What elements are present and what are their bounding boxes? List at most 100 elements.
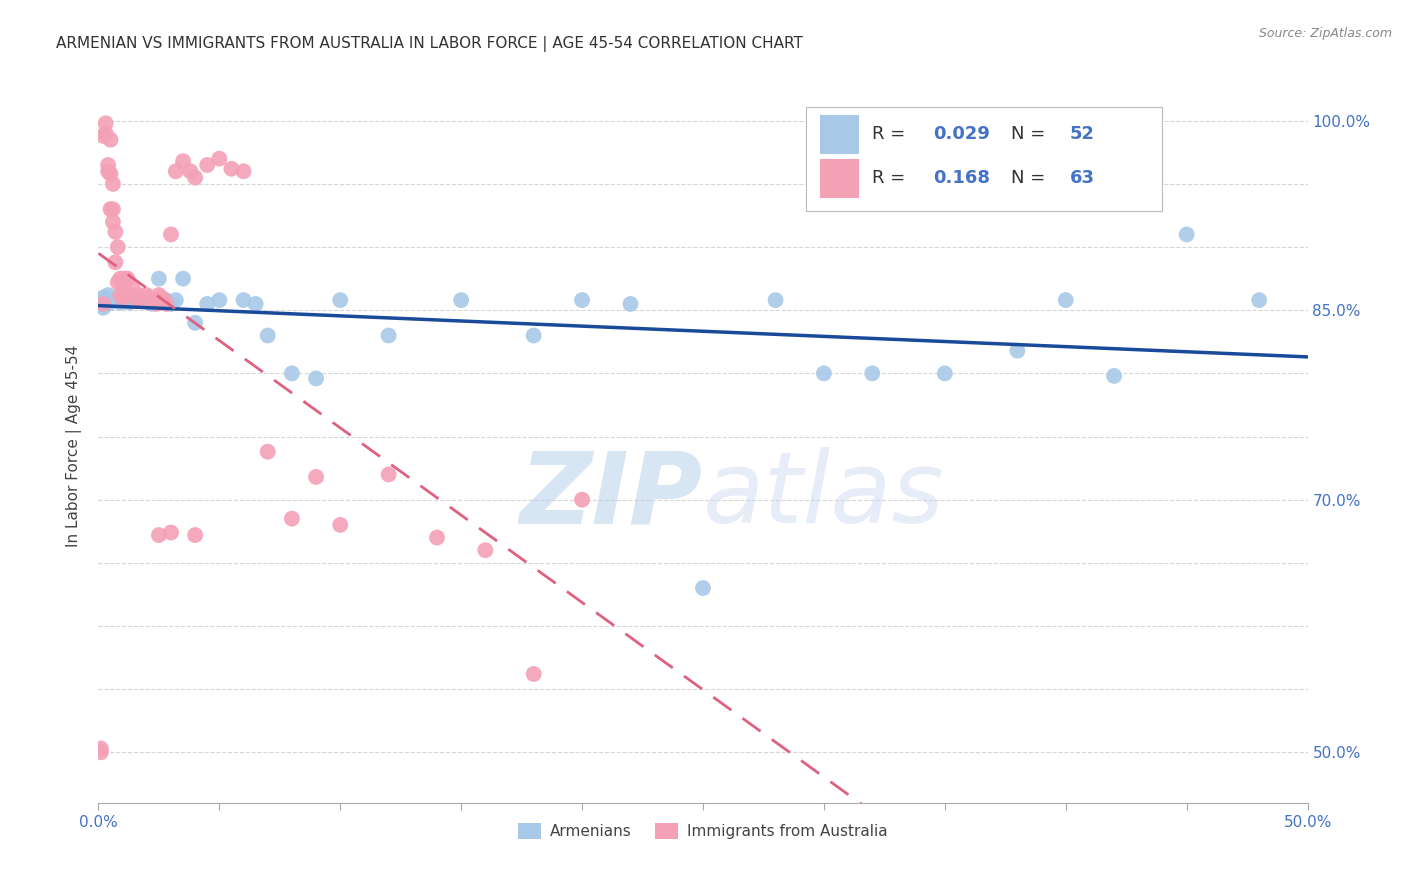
Point <box>152 293 174 307</box>
Point <box>172 154 194 169</box>
Point <box>108 295 131 310</box>
Point <box>148 271 170 285</box>
Point <box>232 293 254 307</box>
Point <box>124 293 146 307</box>
Point <box>523 667 546 681</box>
Point <box>1102 368 1125 383</box>
Point <box>523 328 546 343</box>
Point <box>150 291 173 305</box>
Point <box>155 293 177 307</box>
Point <box>127 293 149 307</box>
Point <box>571 492 593 507</box>
Point <box>426 531 449 545</box>
Point <box>117 293 139 307</box>
Text: 52: 52 <box>1070 125 1094 143</box>
Point <box>117 288 139 302</box>
Point <box>104 225 127 239</box>
Point <box>135 294 157 309</box>
Text: N =: N = <box>1011 125 1052 143</box>
Point <box>148 528 170 542</box>
Point <box>172 271 194 285</box>
Point <box>184 170 207 185</box>
Point <box>100 295 122 310</box>
Point <box>256 328 278 343</box>
Point <box>165 164 187 178</box>
Point <box>141 297 163 311</box>
Point <box>165 293 187 307</box>
Point <box>329 517 352 532</box>
Point <box>305 371 328 385</box>
Point <box>100 202 122 217</box>
Point <box>619 297 641 311</box>
Point <box>155 297 177 311</box>
Point <box>148 288 170 302</box>
Point <box>118 295 141 310</box>
Point <box>91 301 114 315</box>
Point <box>94 293 117 307</box>
Point <box>179 164 201 178</box>
Point <box>195 297 218 311</box>
Point <box>232 164 254 178</box>
Point <box>571 293 593 307</box>
Point <box>97 164 120 178</box>
Point <box>108 271 131 285</box>
Point <box>114 271 136 285</box>
Point <box>90 745 112 759</box>
Point <box>813 367 835 381</box>
Point <box>90 293 112 307</box>
Point <box>90 741 112 756</box>
Point <box>860 367 883 381</box>
Point <box>127 293 149 307</box>
Point <box>111 291 134 305</box>
Point <box>145 297 167 311</box>
Point <box>94 297 117 311</box>
Point <box>1054 293 1077 307</box>
Point <box>245 297 267 311</box>
Point <box>329 293 352 307</box>
Point <box>104 255 127 269</box>
Text: 0.168: 0.168 <box>932 169 990 187</box>
Point <box>692 581 714 595</box>
Point <box>114 285 136 299</box>
Point <box>934 367 956 381</box>
Point <box>111 293 134 307</box>
Point <box>91 291 114 305</box>
Text: atlas: atlas <box>703 448 945 544</box>
Point <box>107 276 129 290</box>
Point <box>94 127 117 141</box>
Point <box>128 288 150 302</box>
Y-axis label: In Labor Force | Age 45-54: In Labor Force | Age 45-54 <box>66 345 83 547</box>
Point <box>111 277 134 292</box>
Point <box>377 328 399 343</box>
Point <box>117 271 139 285</box>
Text: R =: R = <box>872 169 911 187</box>
Point <box>195 158 218 172</box>
Point <box>184 528 207 542</box>
Point <box>160 227 183 242</box>
Point <box>474 543 496 558</box>
Point <box>91 128 114 143</box>
Point <box>135 288 157 302</box>
Point <box>100 133 122 147</box>
FancyBboxPatch shape <box>806 107 1163 211</box>
Point <box>1175 227 1198 242</box>
Point <box>184 316 207 330</box>
Point <box>101 202 124 217</box>
Point <box>101 293 124 307</box>
Text: R =: R = <box>872 125 911 143</box>
Point <box>208 293 231 307</box>
Point <box>256 444 278 458</box>
Point <box>118 288 141 302</box>
Point <box>114 294 136 309</box>
Point <box>101 215 124 229</box>
Point <box>131 293 153 307</box>
Point <box>131 291 153 305</box>
Point <box>160 297 183 311</box>
Point <box>97 288 120 302</box>
Legend: Armenians, Immigrants from Australia: Armenians, Immigrants from Australia <box>512 817 894 845</box>
Point <box>107 240 129 254</box>
Text: 63: 63 <box>1070 169 1094 187</box>
Point <box>91 297 114 311</box>
Point <box>124 291 146 305</box>
Point <box>101 177 124 191</box>
